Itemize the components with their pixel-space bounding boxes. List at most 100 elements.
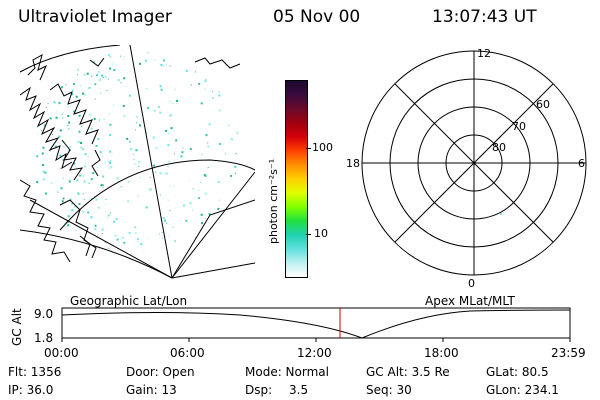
- flight-number: Flt: 1356: [8, 365, 62, 379]
- emission-pixel: [83, 73, 86, 76]
- emission-pixel: [109, 123, 112, 126]
- emission-pixel: [94, 196, 96, 198]
- emission-pixel: [155, 171, 157, 173]
- emission-pixel: [173, 185, 175, 187]
- emission-pixel: [128, 232, 131, 234]
- emission-pixel: [121, 236, 124, 239]
- geographic-grid-label: Geographic Lat/Lon: [70, 294, 188, 308]
- emission-pixel: [49, 150, 51, 152]
- emission-pixel: [174, 240, 177, 243]
- colorbar-tick-mark-10: [306, 234, 311, 235]
- emission-pixel: [234, 172, 236, 174]
- emission-pixel: [161, 232, 163, 234]
- emission-pixel: [84, 153, 87, 156]
- emission-pixel: [42, 178, 45, 181]
- emission-pixel: [78, 114, 81, 117]
- emission-pixel: [197, 189, 199, 191]
- emission-pixel: [76, 179, 79, 182]
- emission-pixel: [84, 93, 86, 95]
- emission-pixel: [164, 219, 166, 222]
- emission-pixel: [63, 146, 65, 148]
- emission-pixel: [70, 198, 72, 201]
- emission-pixel: [58, 135, 61, 138]
- mode-status: Mode: Normal: [245, 365, 329, 379]
- mlat-label-70: 70: [512, 120, 526, 133]
- emission-pixel: [159, 172, 162, 174]
- emission-pixel: [123, 114, 126, 117]
- emission-pixel: [123, 241, 126, 244]
- emission-pixel: [98, 206, 100, 208]
- emission-pixel: [73, 205, 76, 208]
- emission-pixel: [71, 209, 74, 212]
- emission-pixel: [85, 95, 87, 97]
- mlt-label-6: 6: [578, 157, 585, 170]
- emission-pixel: [87, 211, 90, 214]
- emission-pixel: [89, 113, 92, 116]
- emission-pixel: [80, 126, 82, 128]
- emission-pixel: [137, 195, 139, 197]
- emission-pixel: [99, 151, 102, 153]
- emission-pixel: [103, 118, 105, 120]
- emission-pixel: [60, 187, 63, 190]
- emission-pixel: [109, 134, 112, 137]
- emission-pixel: [149, 177, 151, 178]
- emission-pixel: [85, 191, 87, 193]
- emission-pixel: [98, 119, 100, 121]
- emission-pixel: [84, 180, 86, 182]
- emission-pixel: [140, 243, 143, 246]
- emission-pixel: [218, 91, 220, 93]
- geographic-longitude: GLon: 234.1: [486, 383, 559, 397]
- emission-pixel: [90, 127, 93, 130]
- lat-lon-grid: [20, 45, 255, 279]
- emission-pixel: [94, 83, 97, 86]
- emission-pixel: [104, 55, 106, 56]
- emission-pixel: [147, 52, 149, 54]
- emission-pixel: [57, 191, 59, 193]
- emission-pixel: [83, 198, 85, 200]
- emission-pixel: [205, 78, 207, 80]
- emission-pixel: [139, 177, 141, 179]
- emission-pixel: [101, 60, 103, 62]
- emission-pixel: [136, 115, 139, 118]
- emission-pixel: [205, 134, 208, 137]
- emission-pixel: [135, 149, 138, 152]
- emission-pixel: [169, 210, 171, 212]
- emission-pixel: [165, 172, 168, 175]
- emission-pixel: [45, 192, 47, 195]
- emission-pixel: [93, 117, 96, 120]
- orbit-x-ticks: [61, 338, 571, 342]
- emission-pixel: [198, 197, 201, 200]
- emission-pixel: [116, 238, 119, 241]
- emission-pixel: [123, 56, 125, 58]
- emission-pixel: [135, 232, 137, 234]
- emission-pixel: [95, 74, 98, 77]
- emission-pixel: [113, 253, 115, 255]
- emission-pixel: [133, 159, 135, 161]
- emission-pixel: [234, 165, 237, 168]
- emission-pixel: [225, 153, 226, 155]
- emission-pixel: [159, 194, 161, 196]
- emission-pixel: [185, 69, 188, 72]
- emission-pixel: [109, 161, 112, 164]
- emission-pixel: [80, 85, 82, 87]
- emission-pixel: [152, 136, 155, 139]
- emission-pixel: [77, 68, 80, 71]
- emission-pixel: [192, 188, 194, 190]
- emission-pixel: [84, 165, 87, 168]
- emission-pixel: [86, 72, 89, 75]
- emission-pixel: [115, 218, 118, 220]
- emission-pixel: [100, 92, 101, 94]
- emission-pixel: [204, 192, 207, 195]
- emission-pixel: [190, 84, 192, 86]
- emission-pixel: [109, 56, 111, 58]
- emission-pixel: [79, 84, 81, 86]
- emission-pixel: [101, 74, 104, 77]
- emission-pixel: [139, 124, 141, 127]
- emission-pixel: [43, 124, 46, 127]
- emission-pixel: [90, 178, 93, 181]
- mlat-label-80: 80: [492, 141, 506, 154]
- emission-pixel: [129, 140, 131, 143]
- emission-pixel: [169, 185, 171, 187]
- emission-pixel: [147, 238, 149, 240]
- time-tick-2359: 23:59: [551, 346, 586, 360]
